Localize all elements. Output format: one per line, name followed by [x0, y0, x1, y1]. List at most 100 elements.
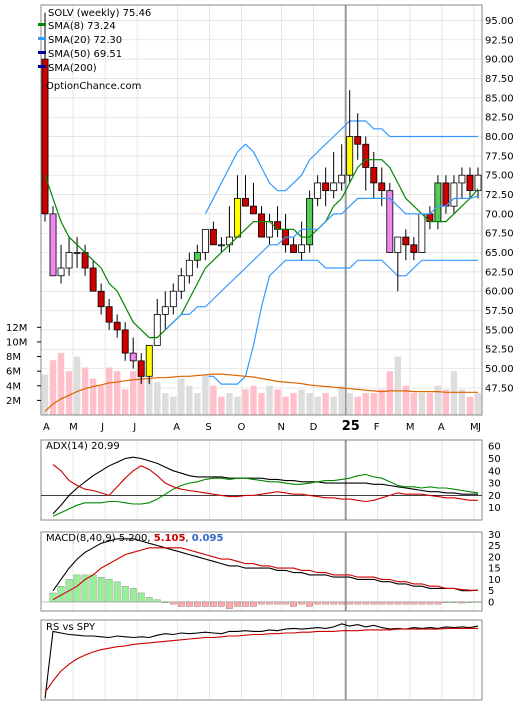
macd-histogram-bar [218, 601, 225, 607]
macd-tick-label: 10 [488, 575, 501, 586]
macd-histogram-bar [442, 601, 450, 603]
bollinger-bands [204, 120, 478, 385]
candle-body [121, 329, 129, 354]
bollinger-lower [205, 259, 478, 385]
macd-histogram-bar [394, 601, 402, 605]
candle-body [242, 197, 249, 207]
rs-title: RS vs SPY [46, 622, 96, 633]
adx-frame [40, 439, 483, 521]
macd-histogram-bar [49, 592, 57, 603]
price-tick-label: 77.50 [485, 151, 514, 162]
x-axis-label: S [205, 422, 211, 433]
macd-histogram-bar [169, 601, 177, 605]
legend-swatch [38, 65, 46, 68]
macd-histogram-bar [402, 601, 410, 605]
x-axis-label: D [310, 422, 318, 433]
candles [41, 12, 482, 385]
x-axis-label: M [69, 422, 78, 433]
volume-bar [81, 367, 89, 415]
volume-bar [338, 385, 345, 415]
volume-bar [466, 396, 474, 415]
candle-body [233, 197, 241, 238]
volume-bar [298, 389, 305, 415]
candle-body [274, 221, 281, 230]
candle-body [338, 174, 346, 184]
macd-histogram-bar [121, 586, 129, 603]
macd-histogram-bar [185, 601, 193, 607]
macd-histogram-bar [354, 601, 362, 605]
candle-body [217, 244, 225, 247]
volume-bar [121, 389, 129, 415]
macd-histogram-bar [426, 601, 434, 605]
macd-histogram-bar [73, 574, 81, 603]
candle-body [113, 321, 121, 331]
x-axis-label: 25 [342, 419, 360, 434]
adx-tick-label: 30 [488, 479, 501, 490]
axes: 95.00 92.50 90.00 87.50 85.00 82.50 80.00 77.50… [6, 4, 514, 434]
volume-tick-label: 2M [6, 396, 21, 407]
candle-body [209, 228, 217, 246]
x-axis-label: J [477, 422, 481, 433]
candle-body [298, 244, 306, 253]
candle-body [161, 306, 169, 315]
price-tick-label: 62.50 [485, 267, 514, 278]
candle-body [169, 290, 177, 308]
macd-histogram-bar [322, 601, 330, 605]
macd-histogram-bar [410, 601, 418, 605]
macd-histogram-bar [113, 581, 121, 603]
candle-body [145, 344, 153, 377]
candle-body [137, 360, 145, 377]
volume-bar [178, 378, 185, 415]
volume-bar [146, 378, 153, 415]
macd-histogram-bar [226, 601, 233, 609]
macd-tick-label: 0 [488, 597, 494, 608]
macd-histogram-bar [234, 601, 241, 607]
volume-bar [65, 371, 73, 415]
price-tick-label: 85.00 [485, 93, 514, 104]
macd-tick-label: 20 [488, 552, 501, 563]
sma20-line [164, 195, 479, 331]
volume-bar [154, 382, 161, 415]
candle-body [370, 167, 378, 184]
volume-bar [218, 396, 225, 415]
price-tick-label: 47.50 [485, 383, 514, 394]
volume-tick-label: 10M [6, 337, 27, 348]
volume-bar [354, 396, 361, 415]
macd-histogram-bar [105, 579, 113, 603]
volume-bar [194, 393, 201, 415]
macd-histogram-bar [370, 601, 378, 605]
volume-bar [226, 393, 233, 415]
volume-bar [97, 385, 105, 415]
volume-bar [49, 360, 57, 415]
price-title: SOLV (weekly) 75.46 [48, 8, 151, 19]
volume-bar [57, 352, 65, 415]
macd-tick-label: 25 [488, 541, 501, 552]
candle-body [362, 143, 370, 168]
macd-histogram-bar [378, 601, 386, 605]
volume-bar [322, 393, 329, 415]
macd-histogram-bar [290, 601, 297, 607]
volume-bar [386, 371, 393, 415]
macd-histogram-bar [362, 601, 370, 605]
macd-histogram-bar [474, 601, 482, 603]
candle-body [458, 174, 466, 184]
price-tick-label: 80.00 [485, 132, 514, 143]
volume-bar [282, 396, 289, 415]
price-tick-label: 57.50 [485, 306, 514, 317]
volume-bar [105, 367, 113, 415]
volume-bar [202, 374, 209, 415]
macd-title: MACD(8,40,9) 5.200, 5.105, 0.095 [46, 533, 223, 544]
candle-body [290, 244, 298, 253]
price-tick-label: 52.50 [485, 345, 514, 356]
x-axis-label: J [100, 422, 104, 433]
volume-bar [378, 389, 385, 415]
adx-title: ADX(14) 20.99 [46, 441, 120, 452]
macd-histogram-bar [434, 601, 442, 605]
candle-body [354, 136, 362, 145]
candle-body [306, 197, 314, 246]
x-axis-label: J [132, 422, 136, 433]
price-tick-label: 55.00 [485, 325, 514, 336]
volume-bar [186, 385, 193, 415]
volume-bar [346, 393, 353, 415]
